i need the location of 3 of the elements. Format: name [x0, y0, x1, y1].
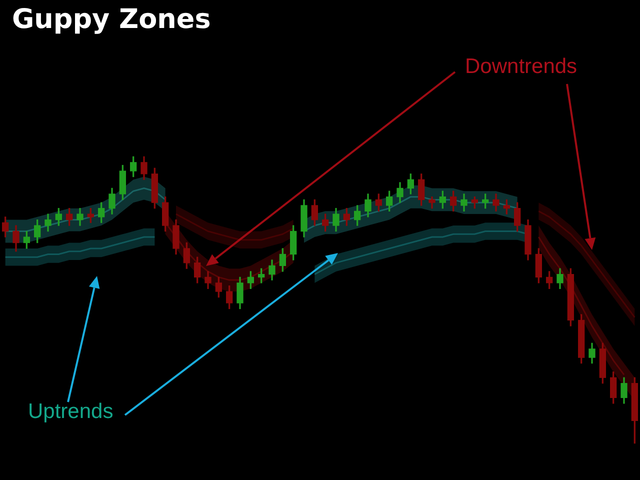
chart-title: Guppy Zones	[12, 4, 211, 35]
annotation: Uptrends	[28, 400, 114, 424]
text: Downtrends	[465, 55, 578, 79]
